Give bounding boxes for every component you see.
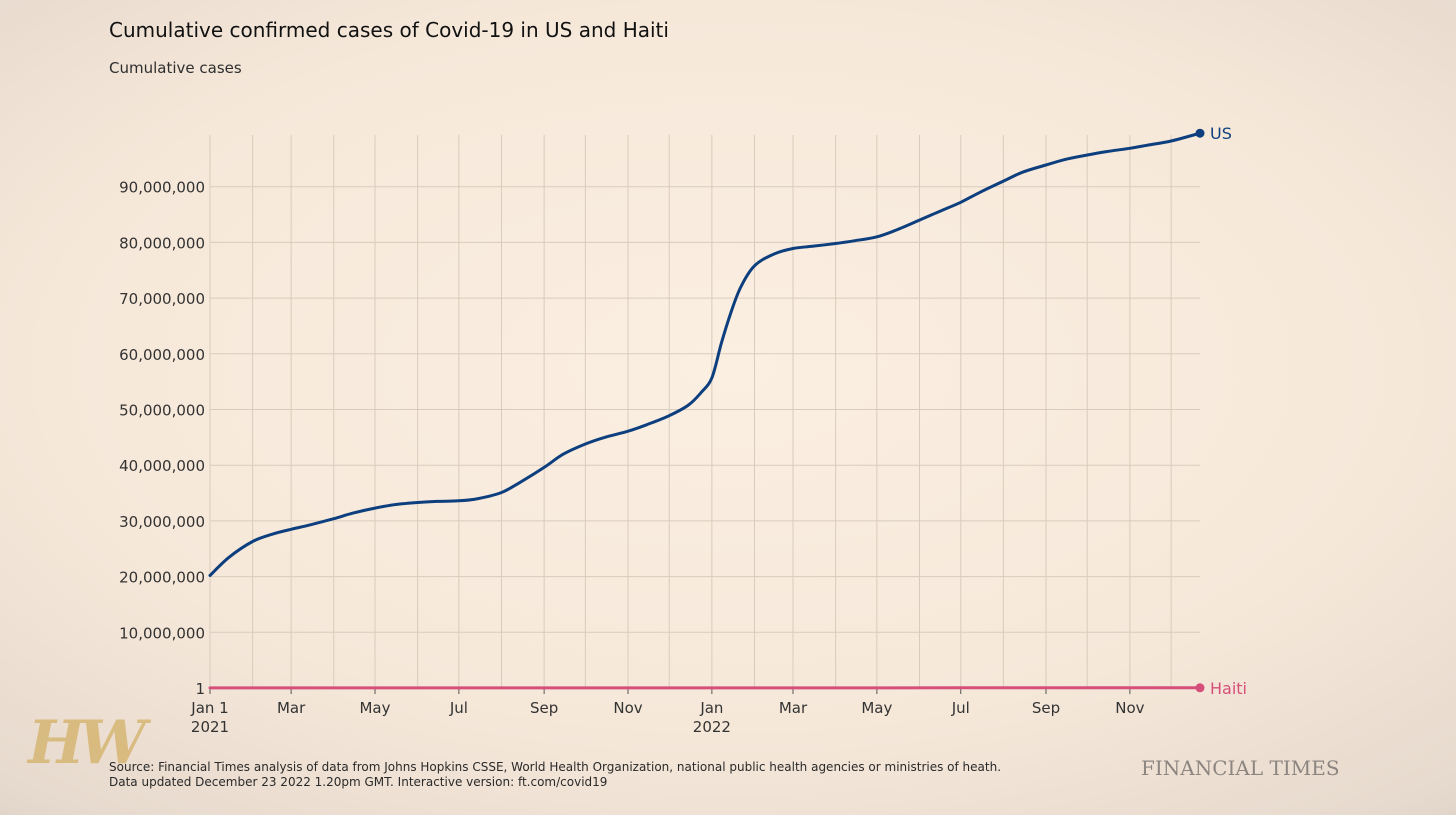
y-tick-label: 30,000,000 [119, 513, 205, 531]
x-tick-label: Jan 1 [190, 699, 228, 717]
x-tick-label: Jul [449, 699, 468, 717]
y-tick-label: 40,000,000 [119, 457, 205, 475]
haiti-series-label: Haiti [1210, 679, 1247, 698]
x-tick-label: May [359, 699, 390, 717]
chart-subtitle: Cumulative cases [109, 59, 242, 77]
y-tick-label: 80,000,000 [119, 234, 205, 252]
x-tick-label: Sep [1032, 699, 1060, 717]
y-tick-label: 90,000,000 [119, 179, 205, 197]
series-lines [208, 128, 1205, 693]
x-tick-year-label: 2022 [693, 718, 731, 736]
y-axis: 1 10,000,000 20,000,000 30,000,000 40,000,00… [119, 179, 205, 698]
hw-watermark-logo: HW [28, 708, 146, 778]
x-tick-label: Mar [779, 699, 808, 717]
updated-line: Data updated December 23 2022 1.20pm GMT… [109, 775, 608, 789]
x-tick-label: Sep [530, 699, 558, 717]
x-tick-label: Nov [613, 699, 642, 717]
source-note: Source: Financial Times analysis of data… [109, 760, 1001, 790]
x-tick-label: Jul [951, 699, 970, 717]
us-series-line [208, 131, 1202, 577]
financial-times-logo: FINANCIAL TIMES [1141, 756, 1340, 780]
x-tick-label: Jan [699, 699, 723, 717]
y-tick-label: 10,000,000 [119, 624, 205, 642]
x-tick-label: May [861, 699, 892, 717]
gridlines [209, 135, 1200, 688]
y-tick-label: 1 [195, 680, 205, 698]
series-labels: US Haiti [1210, 124, 1247, 698]
chart-title: Cumulative confirmed cases of Covid-19 i… [109, 18, 669, 42]
y-tick-label: 20,000,000 [119, 569, 205, 587]
us-end-point [1195, 128, 1205, 138]
x-tick-year-label: 2021 [191, 718, 229, 736]
haiti-end-point [1195, 683, 1205, 693]
y-tick-label: 60,000,000 [119, 346, 205, 364]
us-series-label: US [1210, 124, 1232, 143]
y-tick-label: 50,000,000 [119, 402, 205, 420]
y-tick-label: 70,000,000 [119, 290, 205, 308]
x-tick-label: Nov [1115, 699, 1144, 717]
source-line: Source: Financial Times analysis of data… [109, 760, 1002, 774]
x-tick-label: Mar [277, 699, 306, 717]
